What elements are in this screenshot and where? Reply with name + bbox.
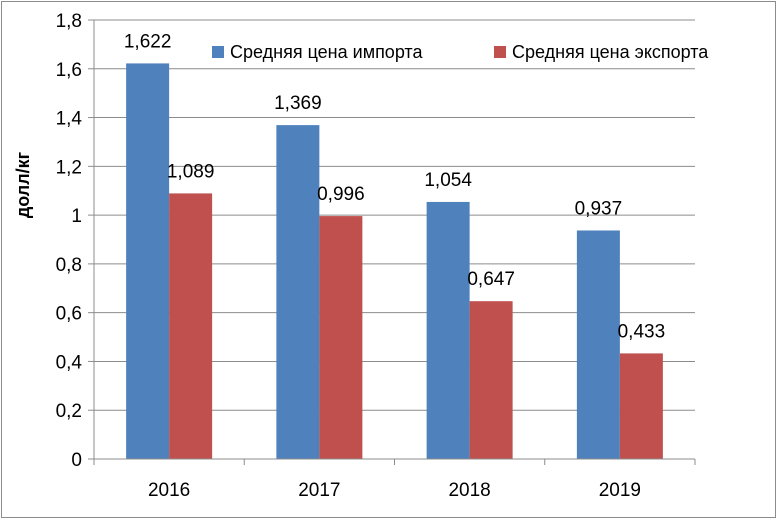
bar (619, 353, 663, 459)
bars (126, 63, 663, 460)
data-label: 0,996 (317, 184, 365, 205)
y-tick-label: 1,2 (56, 157, 82, 178)
bar (469, 301, 513, 459)
bar (576, 230, 620, 459)
data-labels: 1,622 1,089 1,369 0,996 1,054 0,647 0,937 0,433 (124, 31, 665, 342)
bar (126, 63, 170, 459)
axes: 0 0,2 0,4 0,6 0,8 1 1,2 1,4 1,6 1,8 2016 2017 2018 20… (56, 11, 696, 501)
data-label: 0,433 (618, 321, 666, 342)
y-tick-label: 1 (71, 206, 82, 227)
legend: Средняя цена импорта Средняя цена экспорт… (212, 42, 709, 62)
y-tick-label: 1,6 (56, 60, 82, 81)
legend-swatch (212, 46, 224, 58)
data-label: 1,054 (424, 170, 472, 191)
bar (169, 193, 213, 459)
bar (276, 125, 320, 459)
legend-label: Средняя цена импорта (230, 42, 423, 62)
data-label: 1,089 (167, 161, 215, 182)
x-tick-label: 2019 (599, 480, 641, 501)
y-tick-label: 1,8 (56, 11, 82, 32)
bar (426, 201, 470, 460)
y-tick-label: 0,2 (56, 401, 82, 422)
x-tick-label: 2017 (298, 480, 340, 501)
data-label: 1,369 (274, 93, 322, 114)
bar (319, 216, 363, 459)
y-tick-label: 1,4 (56, 109, 83, 130)
y-axis-label: долл/кг (13, 151, 33, 218)
y-tick-label: 0,6 (56, 304, 82, 325)
y-tick-label: 0 (71, 450, 82, 471)
y-tick-label: 0,4 (56, 352, 83, 373)
x-tick-label: 2016 (148, 480, 190, 501)
x-tick-label: 2018 (448, 480, 490, 501)
y-tick-label: 0,8 (56, 255, 82, 276)
legend-swatch (494, 46, 506, 58)
data-label: 0,937 (575, 198, 623, 219)
data-label: 0,647 (467, 269, 515, 290)
legend-label: Средняя цена экспорта (512, 42, 709, 62)
data-label: 1,622 (124, 31, 172, 52)
